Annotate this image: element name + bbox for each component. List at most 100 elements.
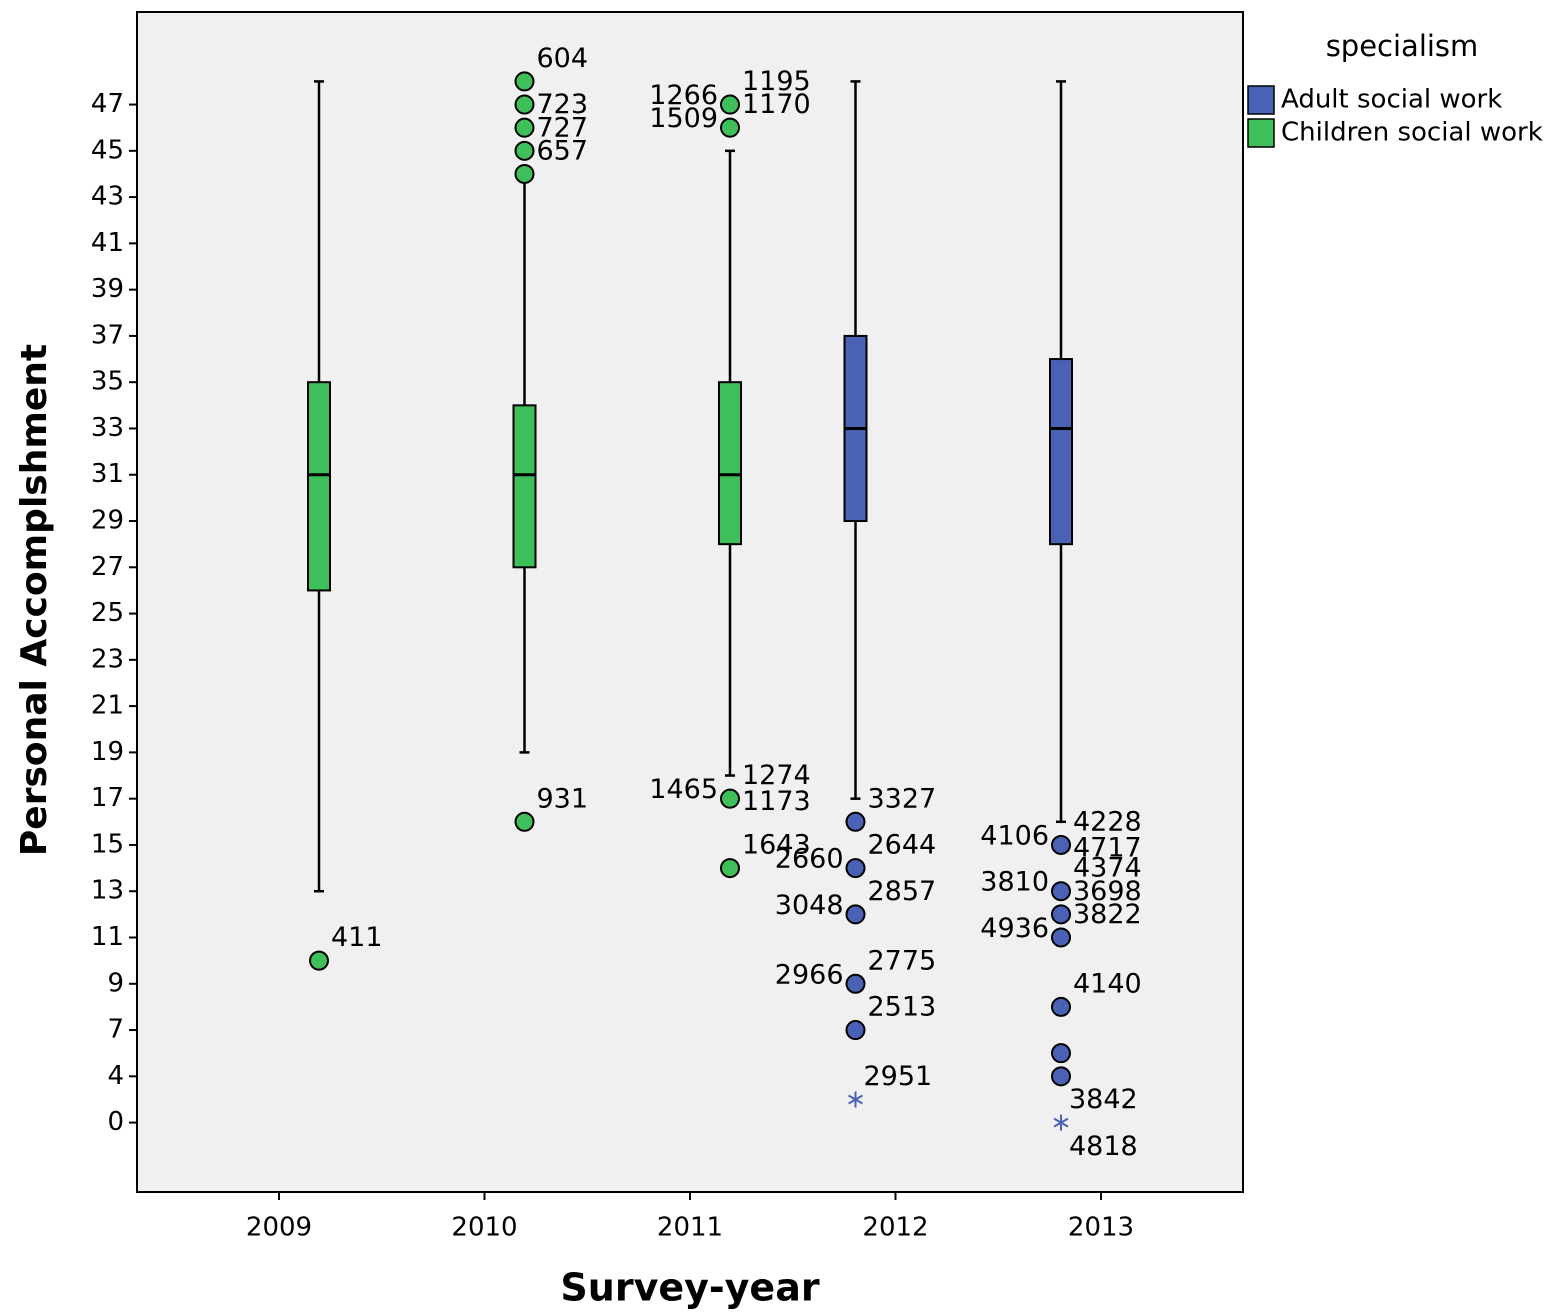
plot-area <box>136 11 1244 1193</box>
outlier-label: 723 <box>537 89 589 120</box>
y-tick-label: 0 <box>107 1107 124 1137</box>
y-tick-label: 45 <box>91 135 124 165</box>
y-tick-label: 23 <box>91 644 124 674</box>
y-tick-label: 29 <box>91 506 124 536</box>
outlier <box>1051 881 1071 902</box>
outlier-label: 3698 <box>1073 876 1142 907</box>
outlier-label: 1509 <box>649 103 718 134</box>
y-tick-label: 33 <box>91 413 124 443</box>
extreme <box>848 1091 863 1108</box>
outlier-label: 1195 <box>742 66 811 97</box>
outlier <box>514 811 535 832</box>
outlier-label: 604 <box>537 43 589 74</box>
y-tick-label: 13 <box>91 876 124 906</box>
outlier <box>514 71 535 92</box>
outlier <box>309 950 329 971</box>
outlier-label: 1173 <box>742 786 811 817</box>
outlier-label: 2857 <box>868 876 937 907</box>
outlier-label: 1266 <box>649 80 718 111</box>
legend-swatch <box>1247 118 1275 148</box>
outlier-label: 4106 <box>980 820 1049 851</box>
outlier <box>1051 904 1071 925</box>
y-tick-label: 4 <box>107 1061 124 1091</box>
outlier <box>1051 834 1071 855</box>
outlier <box>1051 996 1071 1017</box>
outlier <box>514 140 535 161</box>
outlier-label: 3327 <box>868 783 937 814</box>
outlier <box>720 94 740 115</box>
extreme-label: 3842 <box>1069 1084 1138 1115</box>
box <box>307 381 331 592</box>
y-tick-label: 43 <box>91 182 124 212</box>
outlier-label: 411 <box>331 922 383 953</box>
y-axis-title: Personal Accomplshment <box>14 344 55 856</box>
y-tick-label: 35 <box>91 367 124 397</box>
outlier-label: 3822 <box>1073 899 1142 930</box>
outlier-label: 2513 <box>868 992 937 1023</box>
outlier <box>845 811 866 832</box>
legend-swatch <box>1247 85 1275 115</box>
outlier-label: 4140 <box>1073 968 1142 999</box>
legend-label: Children social work <box>1281 118 1543 148</box>
outlier-label: 657 <box>537 135 589 166</box>
box <box>512 404 537 569</box>
outlier-label: 4374 <box>1073 853 1142 884</box>
y-tick-label: 25 <box>91 598 124 628</box>
y-tick-label: 9 <box>107 968 124 998</box>
outlier-label: 931 <box>537 783 589 814</box>
y-tick-label: 19 <box>91 737 124 767</box>
outlier-label: 2775 <box>868 945 937 976</box>
outlier-label: 727 <box>537 112 589 143</box>
x-tick-label: 2010 <box>451 1213 517 1243</box>
x-tick-label: 2011 <box>657 1213 723 1243</box>
outlier <box>1051 927 1071 948</box>
y-tick-label: 11 <box>91 922 124 952</box>
outlier-label: 1274 <box>742 760 811 791</box>
y-tick-label: 39 <box>91 274 124 304</box>
extreme-label: 2951 <box>864 1061 933 1092</box>
outlier-label: 3048 <box>775 890 844 921</box>
outlier <box>720 117 740 138</box>
y-tick-label: 31 <box>91 459 124 489</box>
outlier-label: 1465 <box>649 774 718 805</box>
x-axis-title: Survey-year <box>560 1266 819 1310</box>
x-tick-label: 2009 <box>246 1213 312 1243</box>
outlier <box>720 788 740 809</box>
outlier <box>845 973 866 994</box>
box <box>718 381 742 546</box>
extreme-label: 4818 <box>1069 1131 1138 1162</box>
y-tick-label: 37 <box>91 320 124 350</box>
y-tick-label: 47 <box>91 89 124 119</box>
y-tick-label: 27 <box>91 552 124 582</box>
outlier-label: 1170 <box>742 89 811 120</box>
legend-title: specialism <box>1326 29 1479 63</box>
box <box>1049 358 1073 546</box>
outlier-label: 4228 <box>1073 806 1142 837</box>
x-tick-label: 2013 <box>1068 1213 1134 1243</box>
outlier <box>845 858 866 879</box>
y-tick-label: 15 <box>91 829 124 859</box>
y-tick-label: 21 <box>91 691 124 721</box>
y-tick-label: 17 <box>91 783 124 813</box>
y-tick-label: 41 <box>91 228 124 258</box>
outlier-label: 1643 <box>742 830 811 861</box>
x-tick-label: 2012 <box>862 1213 928 1243</box>
outlier <box>720 858 740 879</box>
outlier-label: 4936 <box>980 913 1049 944</box>
outlier-label: 2644 <box>868 830 937 861</box>
outlier-label: 4717 <box>1073 832 1142 863</box>
outlier <box>514 94 535 115</box>
outlier-label: 3810 <box>980 867 1049 898</box>
outlier <box>514 117 535 138</box>
outlier <box>845 904 866 925</box>
outlier <box>845 1020 866 1041</box>
outlier-label: 2966 <box>775 959 844 990</box>
outlier <box>514 163 535 184</box>
extreme <box>1053 1114 1069 1131</box>
outlier <box>1051 1066 1071 1087</box>
legend-label: Adult social work <box>1281 85 1502 115</box>
outlier <box>1051 1043 1071 1064</box>
outlier-label: 2660 <box>775 844 844 875</box>
y-tick-label: 7 <box>107 1015 124 1045</box>
